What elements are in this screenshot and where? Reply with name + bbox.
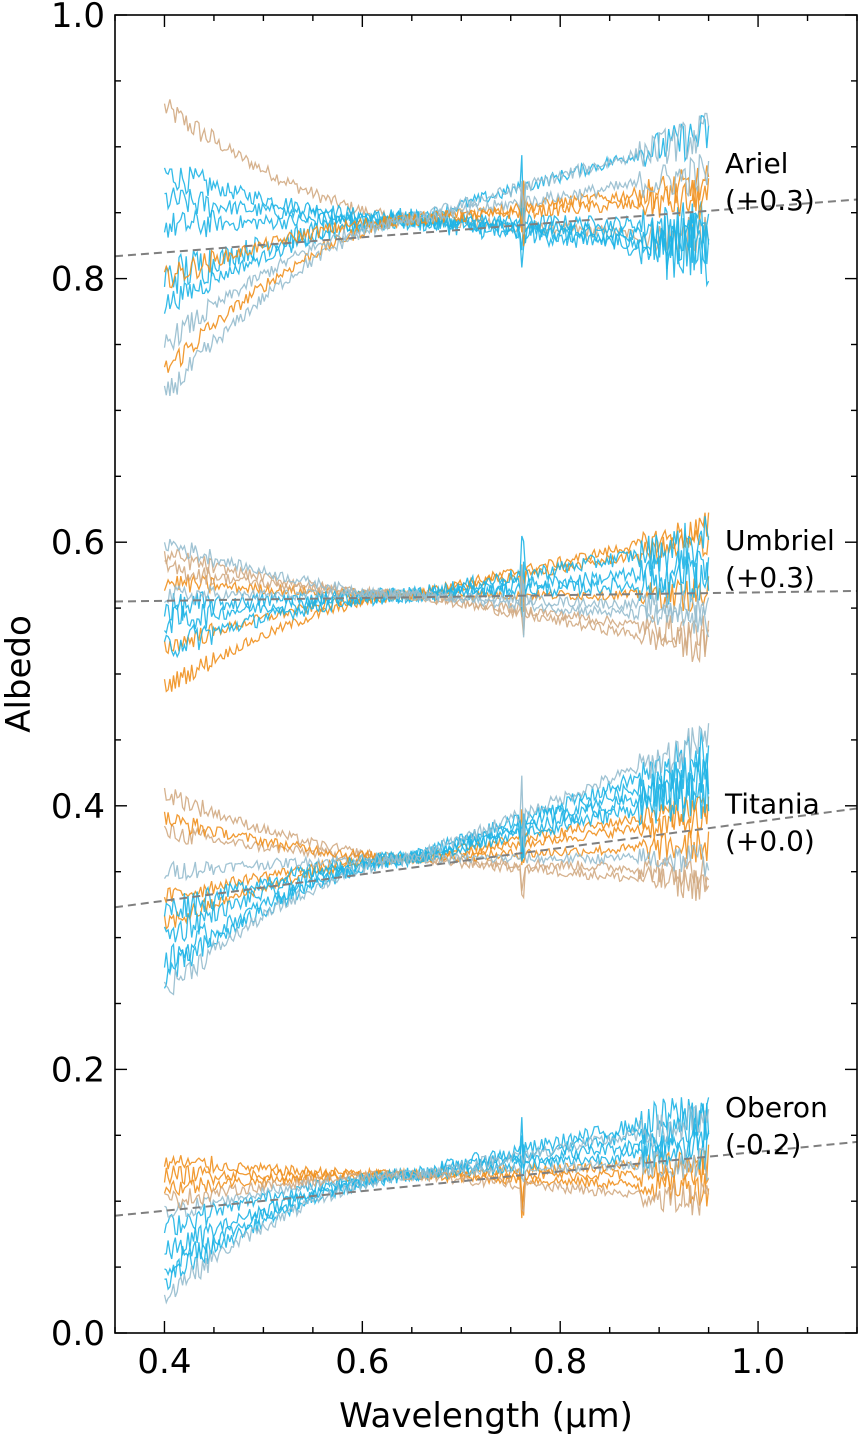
- x-tick-label: 0.6: [335, 1342, 389, 1382]
- moon-name-titania: Titania: [724, 788, 820, 821]
- spectrum-line-titania-8: [163, 769, 710, 919]
- spectrum-line-titania-5: [163, 746, 710, 989]
- spectrum-line-ariel-1: [163, 166, 710, 276]
- spectrum-line-umbriel-9: [164, 565, 710, 638]
- spectrum-line-umbriel-7: [164, 559, 710, 664]
- spectrum-line-umbriel-1: [163, 530, 710, 655]
- spectrum-line-ariel-4: [163, 199, 710, 294]
- moon-offset-umbriel: (+0.3): [725, 561, 815, 594]
- moon-offset-titania: (+0.0): [725, 825, 815, 858]
- y-axis-label: Albedo: [0, 615, 39, 733]
- spectrum-line-ariel-6: [163, 165, 710, 373]
- moon-offset-ariel: (+0.3): [725, 184, 815, 217]
- y-tick-label: 0.6: [51, 523, 105, 563]
- x-tick-label: 0.8: [533, 1342, 587, 1382]
- spectra-group-ariel: [163, 99, 710, 396]
- moon-offset-oberon: (-0.2): [725, 1128, 801, 1161]
- spectrum-line-ariel-8: [163, 112, 710, 396]
- spectrum-line-titania-0: [163, 787, 710, 901]
- spectrum-line-oberon-9: [164, 1169, 710, 1216]
- spectrum-line-titania-10: [163, 828, 710, 882]
- x-tick-label: 0.4: [137, 1342, 191, 1382]
- spectrum-line-titania-6: [163, 728, 710, 972]
- spectrum-line-ariel-0: [163, 99, 710, 257]
- y-tick-label: 0.0: [51, 1314, 105, 1354]
- spectrum-line-titania-1: [163, 823, 710, 892]
- y-tick-label: 0.8: [51, 260, 105, 300]
- spectra-group-umbriel: [163, 512, 710, 693]
- spectrum-line-umbriel-3: [163, 516, 710, 659]
- spectrum-line-ariel-3: [163, 201, 710, 249]
- spectrum-line-oberon-5: [164, 1114, 710, 1260]
- fit-line-oberon: [115, 1140, 857, 1217]
- moon-name-ariel: Ariel: [725, 147, 788, 180]
- spectrum-line-ariel-9: [163, 154, 710, 352]
- fit-line-umbriel: [115, 589, 857, 603]
- axis-ticks: 0.0 0.2 0.4 0.6 0.8 1.0 0.4 0.6 0.8 1.0: [51, 0, 858, 1382]
- fit-line-ariel: [115, 198, 857, 258]
- fit-line-titania: [115, 807, 857, 909]
- y-tick-label: 1.0: [51, 0, 105, 36]
- spectra-group-oberon: [163, 1097, 710, 1305]
- spectrum-line-ariel-7: [163, 178, 710, 289]
- axis-labels: Ariel (+0.3) Umbriel (+0.3) Titania (+0.0) Obe…: [724, 147, 835, 1161]
- x-axis-label: Wavelength (μm): [339, 1396, 633, 1436]
- y-tick-label: 0.4: [51, 787, 105, 827]
- y-tick-label: 0.2: [51, 1050, 105, 1090]
- spectra-group-titania: [163, 723, 710, 996]
- x-tick-label: 1.0: [731, 1342, 785, 1382]
- moon-name-oberon: Oberon: [725, 1091, 828, 1124]
- moon-name-umbriel: Umbriel: [725, 524, 835, 557]
- plot-area: [115, 99, 857, 1305]
- spectrum-line-oberon-8: [164, 1146, 710, 1218]
- spectrum-line-titania-9: [163, 723, 710, 996]
- spectrum-line-oberon-7: [163, 1104, 710, 1305]
- spectrum-line-oberon-6: [163, 1131, 710, 1236]
